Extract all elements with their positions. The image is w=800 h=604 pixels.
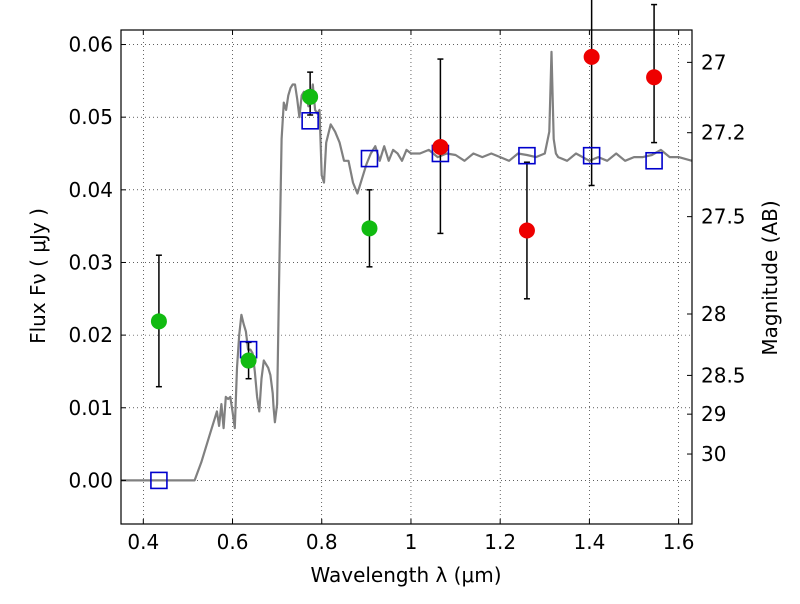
mag-tick-label: 28 xyxy=(701,302,726,326)
model-flux-marker xyxy=(150,471,168,490)
mag-tick-label: 27.5 xyxy=(701,205,746,229)
nir-point xyxy=(518,222,535,239)
plot-frame xyxy=(120,29,693,525)
optical-point xyxy=(240,352,257,369)
model-flux-marker xyxy=(645,151,663,170)
optical-point xyxy=(302,88,319,105)
x-tick-label: 0.8 xyxy=(306,530,338,554)
x-tick-label: 1 xyxy=(405,530,418,554)
model-flux-marker xyxy=(360,149,379,168)
plot-area xyxy=(121,0,693,490)
y-tick-label: 0.06 xyxy=(68,33,113,57)
mag-tick-label: 27 xyxy=(701,50,726,74)
y-tick-label: 0.01 xyxy=(68,396,113,420)
y-tick-label: 0.03 xyxy=(68,250,113,274)
nir-point xyxy=(432,138,449,155)
model-flux-marker xyxy=(518,146,536,165)
nir-point xyxy=(646,69,663,86)
model-spectrum-line xyxy=(121,50,693,482)
mag-tick-label: 27.2 xyxy=(701,121,746,145)
y-tick-label: 0.02 xyxy=(68,323,113,347)
y-axis-title: Flux Fν ( μJy ) xyxy=(26,208,50,344)
optical-point xyxy=(361,220,378,237)
x-tick-label: 1.4 xyxy=(573,530,605,554)
x-tick-label: 0.4 xyxy=(127,530,159,554)
x-tick-label: 0.6 xyxy=(217,530,249,554)
nir-point xyxy=(583,48,600,65)
grid-lines xyxy=(121,30,692,524)
mag-tick-label: 29 xyxy=(701,402,726,426)
mag-tick-label: 30 xyxy=(701,442,726,466)
model-flux-marker xyxy=(582,146,601,165)
model-flux-marker xyxy=(301,112,319,130)
y-tick-label: 0.00 xyxy=(68,468,113,492)
mag-tick-label: 28.5 xyxy=(701,363,746,387)
y-tick-label: 0.05 xyxy=(68,105,113,129)
right-axis-title: Magnitude (AB) xyxy=(758,200,782,355)
x-tick-label: 1.6 xyxy=(663,530,695,554)
optical-point xyxy=(150,313,167,330)
x-axis-title: Wavelength λ (μm) xyxy=(310,563,501,587)
axes: 0.4 0.6 0.8 1 1.2 1.4 1.6 0.00 0.01 0.02 0.03 0.04 0… xyxy=(68,30,746,554)
x-tick-label: 1.2 xyxy=(484,530,516,554)
y-tick-label: 0.04 xyxy=(68,178,113,202)
